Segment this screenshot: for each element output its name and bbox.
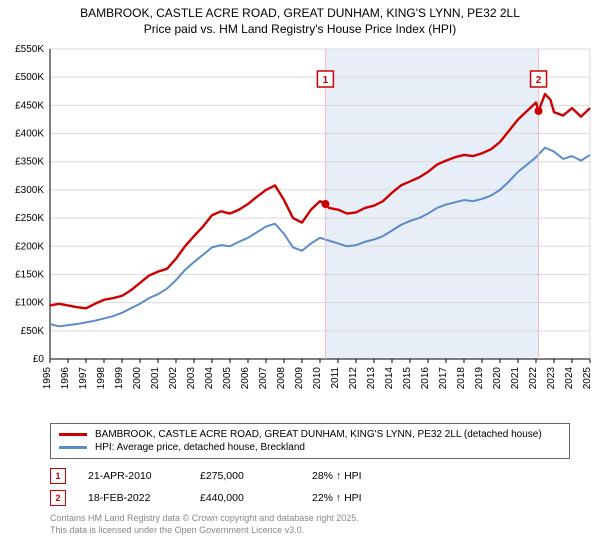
x-tick-label: 2009 — [294, 367, 305, 390]
plot-area-wrap: £0 £50K £100K £150K £200K £250K £300K £350K £400… — [0, 39, 600, 419]
x-tick-label: 2007 — [258, 367, 269, 390]
shade-band — [325, 49, 538, 359]
y-tick-label: £250K — [15, 213, 44, 224]
x-tick-label: 2011 — [330, 367, 341, 389]
x-tick-label: 2010 — [312, 367, 323, 390]
x-tick-label: 2024 — [564, 367, 575, 390]
x-tick-label: 2019 — [474, 367, 485, 390]
legend-swatch — [59, 446, 87, 449]
annotation-table: 1 21-APR-2010 £275,000 28% ↑ HPI 2 18-FEB-202… — [50, 465, 570, 509]
annotation-price: £440,000 — [200, 492, 290, 504]
annotation-date: 21-APR-2010 — [88, 470, 178, 482]
x-tick-label: 2005 — [222, 367, 233, 390]
x-tick-label: 2016 — [420, 367, 431, 390]
x-tick-label: 1998 — [96, 367, 107, 390]
x-tick-label: 2017 — [438, 367, 449, 390]
annotation-delta: 28% ↑ HPI — [312, 470, 402, 482]
x-tick-label: 2025 — [582, 367, 593, 390]
attribution: Contains HM Land Registry data © Crown c… — [50, 513, 570, 536]
x-tick-label: 2002 — [168, 367, 179, 390]
y-tick-label: £50K — [21, 326, 45, 337]
x-tick-label: 2008 — [276, 367, 287, 390]
y-tick-label: £100K — [15, 298, 44, 309]
x-tick-label: 1999 — [114, 367, 125, 390]
x-tick-label: 1996 — [60, 367, 71, 390]
y-tick-label: £400K — [15, 129, 44, 140]
annotation-row-badge: 1 — [50, 468, 66, 484]
attribution-line-2: This data is licensed under the Open Gov… — [50, 525, 304, 535]
x-tick-label: 2018 — [456, 367, 467, 390]
attribution-line-1: Contains HM Land Registry data © Crown c… — [50, 513, 359, 523]
title-line-2: Price paid vs. HM Land Registry's House … — [144, 22, 456, 36]
x-tick-label: 2001 — [150, 367, 161, 390]
annotation-marker — [535, 107, 543, 115]
x-tick-label: 2012 — [348, 367, 359, 390]
annotation-delta: 22% ↑ HPI — [312, 492, 402, 504]
x-tick-label: 2020 — [492, 367, 503, 390]
legend-label: BAMBROOK, CASTLE ACRE ROAD, GREAT DUNHAM… — [95, 429, 542, 440]
annotation-row-badge: 2 — [50, 490, 66, 506]
y-tick-label: £0 — [33, 354, 45, 365]
legend-label: HPI: Average price, detached house, Brec… — [95, 442, 305, 453]
annotation-marker — [321, 200, 329, 208]
x-tick-label: 2023 — [546, 367, 557, 390]
legend-swatch — [59, 433, 87, 436]
y-tick-label: £550K — [15, 44, 44, 55]
annotation-row: 2 18-FEB-2022 £440,000 22% ↑ HPI — [50, 487, 570, 509]
x-tick-label: 1997 — [78, 367, 89, 390]
chart-title: BAMBROOK, CASTLE ACRE ROAD, GREAT DUNHAM… — [0, 0, 600, 39]
y-tick-label: £300K — [15, 185, 44, 196]
annotation-badge-label: 1 — [323, 75, 329, 86]
y-tick-label: £350K — [15, 157, 44, 168]
x-tick-label: 2006 — [240, 367, 251, 390]
x-tick-label: 2000 — [132, 367, 143, 390]
annotation-date: 18-FEB-2022 — [88, 492, 178, 504]
x-tick-label: 2013 — [366, 367, 377, 390]
annotation-row: 1 21-APR-2010 £275,000 28% ↑ HPI — [50, 465, 570, 487]
legend: BAMBROOK, CASTLE ACRE ROAD, GREAT DUNHAM… — [50, 423, 570, 459]
line-chart-svg: £0 £50K £100K £150K £200K £250K £300K £350K £400… — [0, 39, 600, 399]
x-tick-label: 2015 — [402, 367, 413, 390]
chart-container: BAMBROOK, CASTLE ACRE ROAD, GREAT DUNHAM… — [0, 0, 600, 560]
x-tick-label: 2003 — [186, 367, 197, 390]
x-tick-label: 1995 — [42, 367, 53, 390]
annotation-badge-label: 2 — [536, 75, 542, 86]
title-line-1: BAMBROOK, CASTLE ACRE ROAD, GREAT DUNHAM… — [80, 6, 520, 20]
x-tick-label: 2014 — [384, 367, 395, 390]
x-tick-label: 2004 — [204, 367, 215, 390]
y-tick-label: £150K — [15, 270, 44, 281]
x-tick-label: 2021 — [510, 367, 521, 390]
y-tick-label: £500K — [15, 72, 44, 83]
legend-item: HPI: Average price, detached house, Brec… — [59, 441, 561, 454]
y-tick-label: £200K — [15, 241, 44, 252]
annotation-price: £275,000 — [200, 470, 290, 482]
y-tick-label: £450K — [15, 101, 44, 112]
x-tick-label: 2022 — [528, 367, 539, 390]
legend-item: BAMBROOK, CASTLE ACRE ROAD, GREAT DUNHAM… — [59, 428, 561, 441]
